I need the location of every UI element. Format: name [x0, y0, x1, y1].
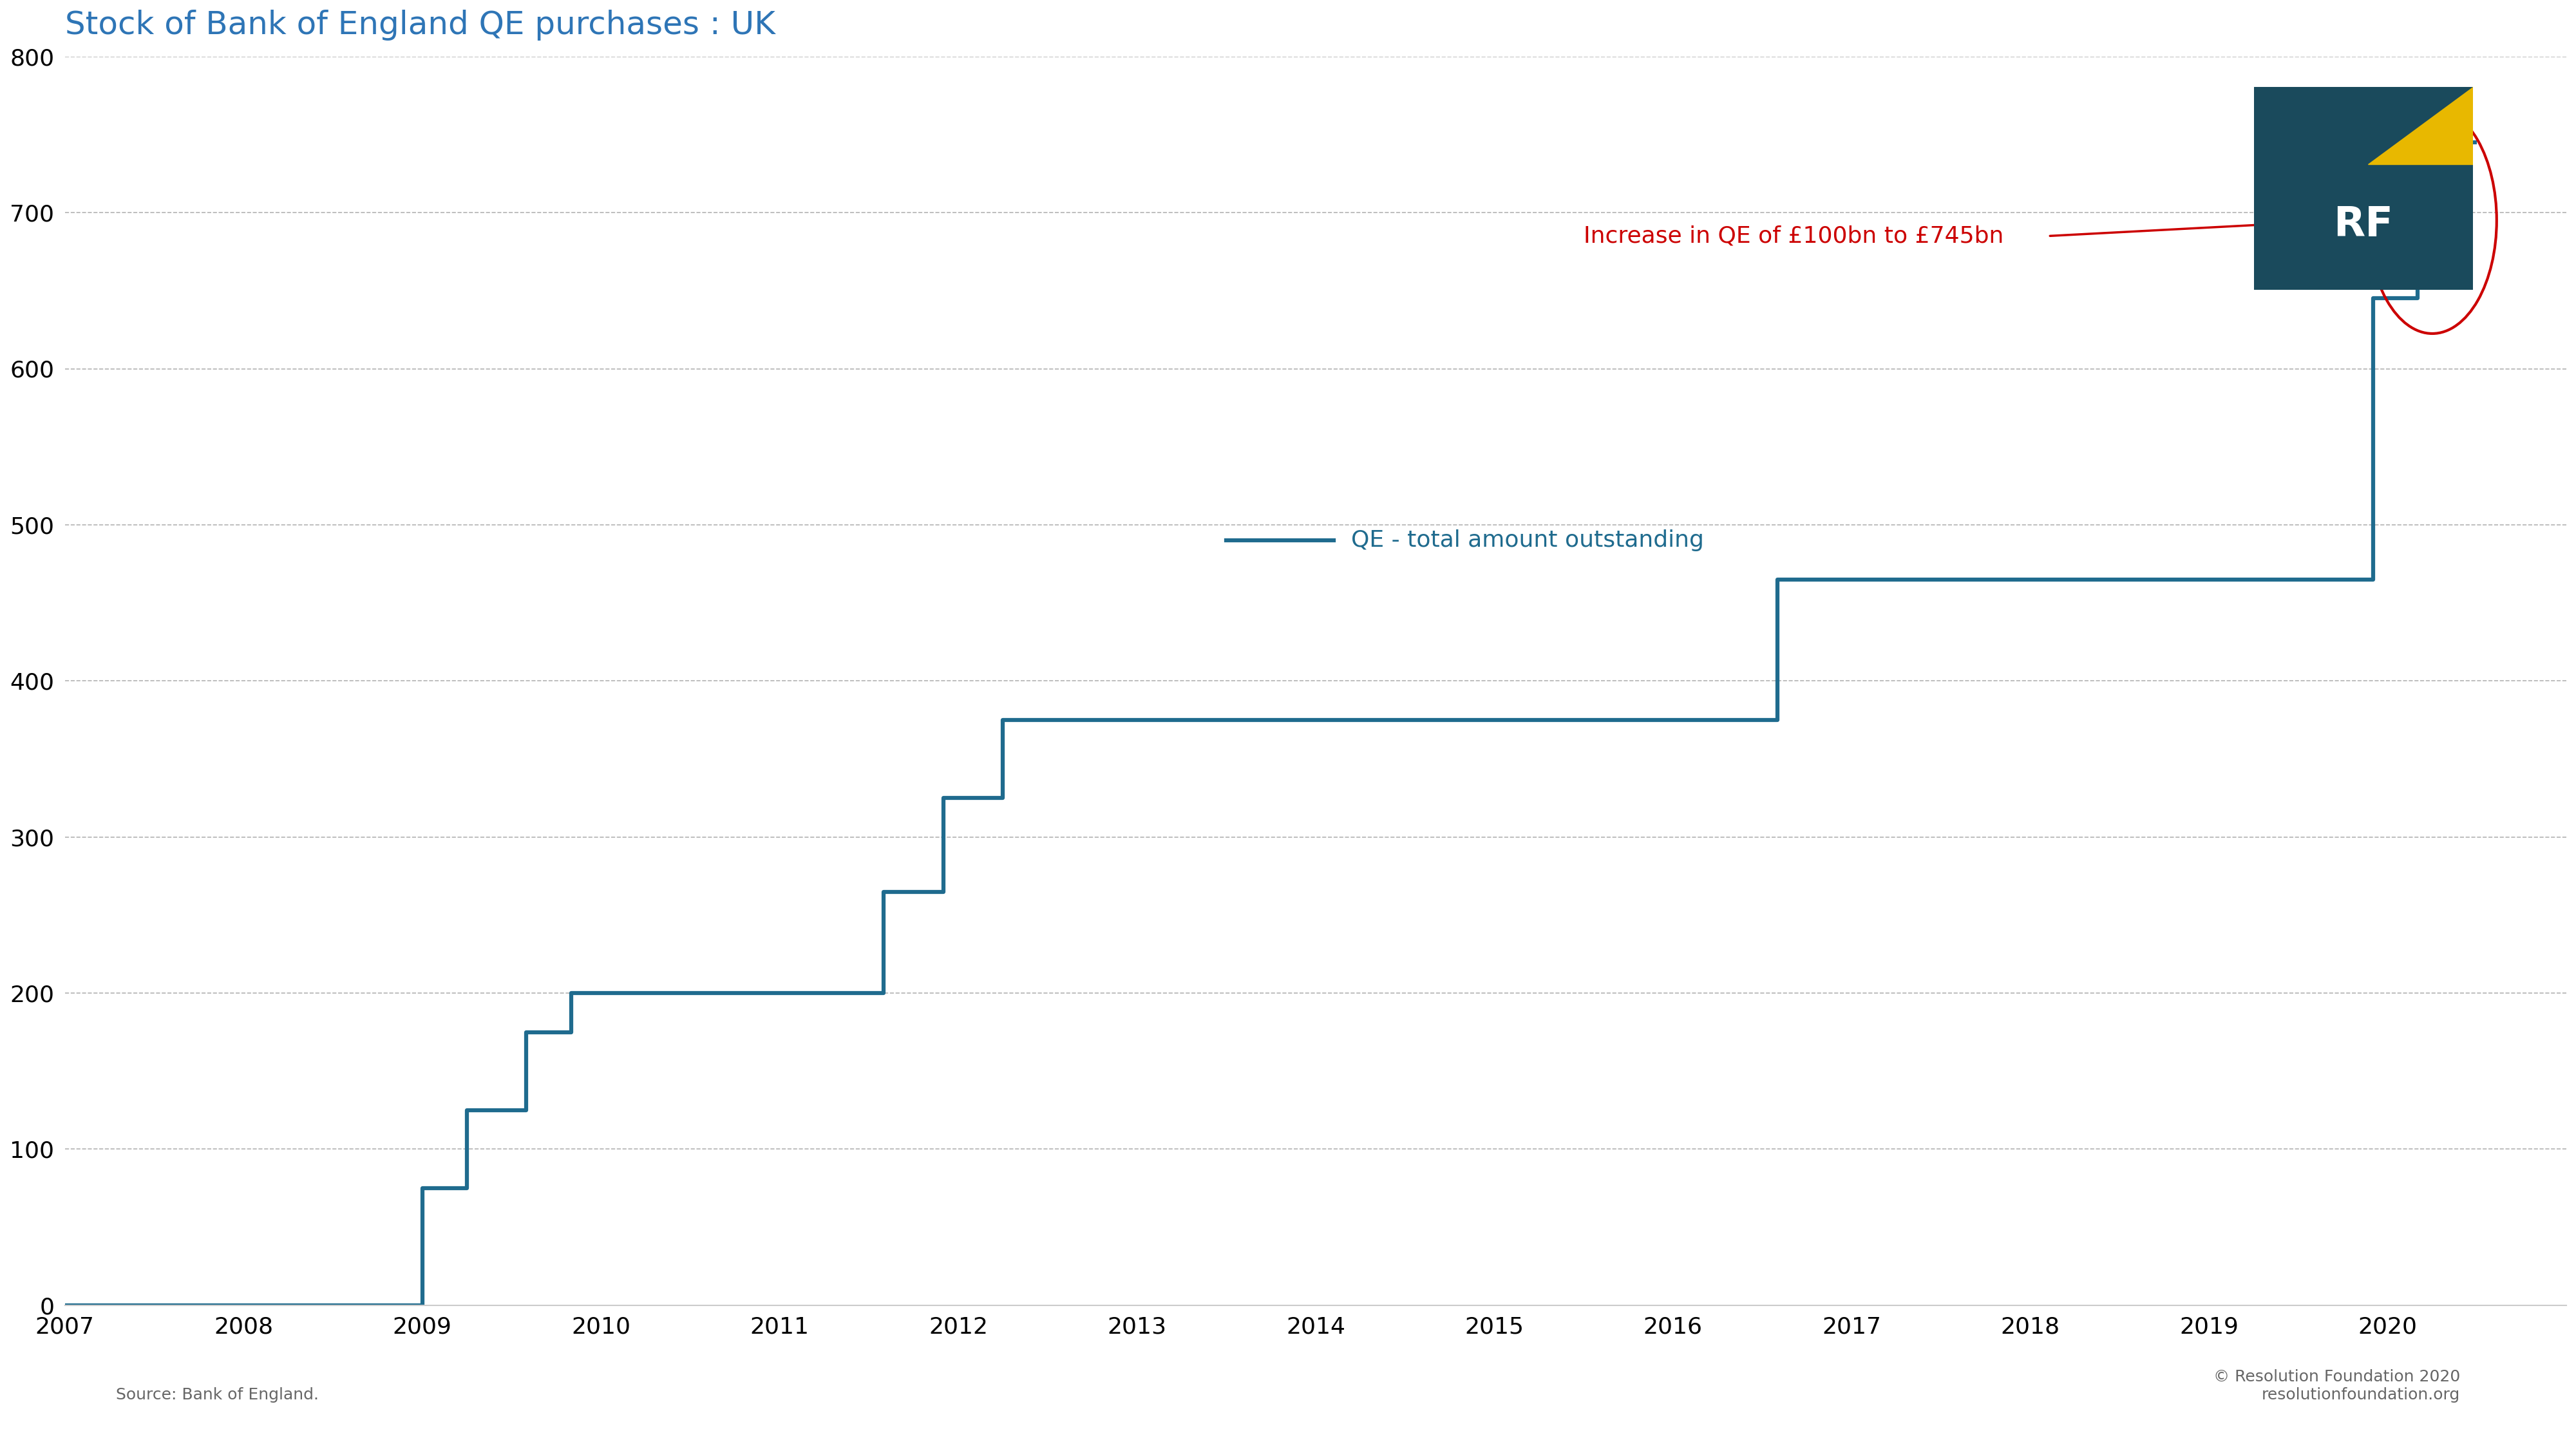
Text: QE - total amount outstanding: QE - total amount outstanding: [1352, 529, 1705, 552]
Text: Source: Bank of England.: Source: Bank of England.: [116, 1387, 319, 1403]
Text: Stock of Bank of England QE purchases : UK: Stock of Bank of England QE purchases : …: [64, 10, 775, 41]
Text: Increase in QE of £100bn to £745bn: Increase in QE of £100bn to £745bn: [1584, 225, 2004, 246]
Polygon shape: [2367, 87, 2473, 164]
Text: © Resolution Foundation 2020
resolutionfoundation.org: © Resolution Foundation 2020 resolutionf…: [2213, 1369, 2460, 1403]
Text: RF: RF: [2334, 204, 2393, 245]
